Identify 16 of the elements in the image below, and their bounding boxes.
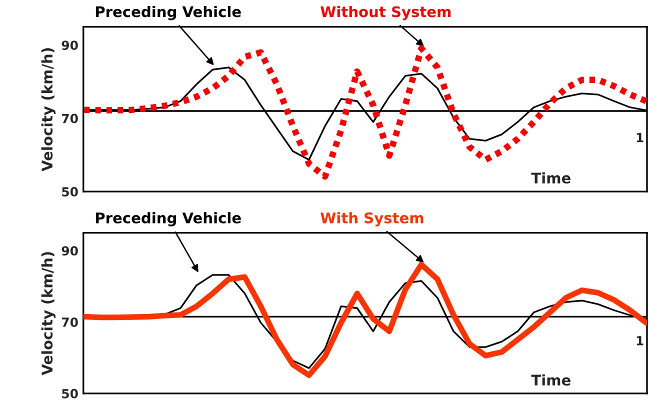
text: With System	[320, 212, 424, 226]
y-tick-label: 50	[62, 187, 78, 197]
y-axis-title: Velocity (km/h)	[41, 48, 56, 172]
annotation: 1	[636, 133, 644, 142]
text: Without System	[320, 6, 451, 20]
y-tick-label: 90	[62, 246, 78, 256]
annotation: 1	[636, 336, 644, 346]
annotation: Time	[531, 172, 570, 184]
y-tick-label: 90	[62, 40, 78, 50]
y-tick-label: 70	[62, 318, 78, 327]
y-tick-label: 50	[62, 388, 78, 398]
text: Preceding Vehicle	[96, 6, 241, 20]
text: Preceding Vehicle	[96, 212, 241, 226]
y-tick-label: 70	[62, 114, 78, 124]
y-axis-title: Velocity (km/h)	[41, 252, 56, 376]
annotation: Time	[531, 374, 570, 386]
